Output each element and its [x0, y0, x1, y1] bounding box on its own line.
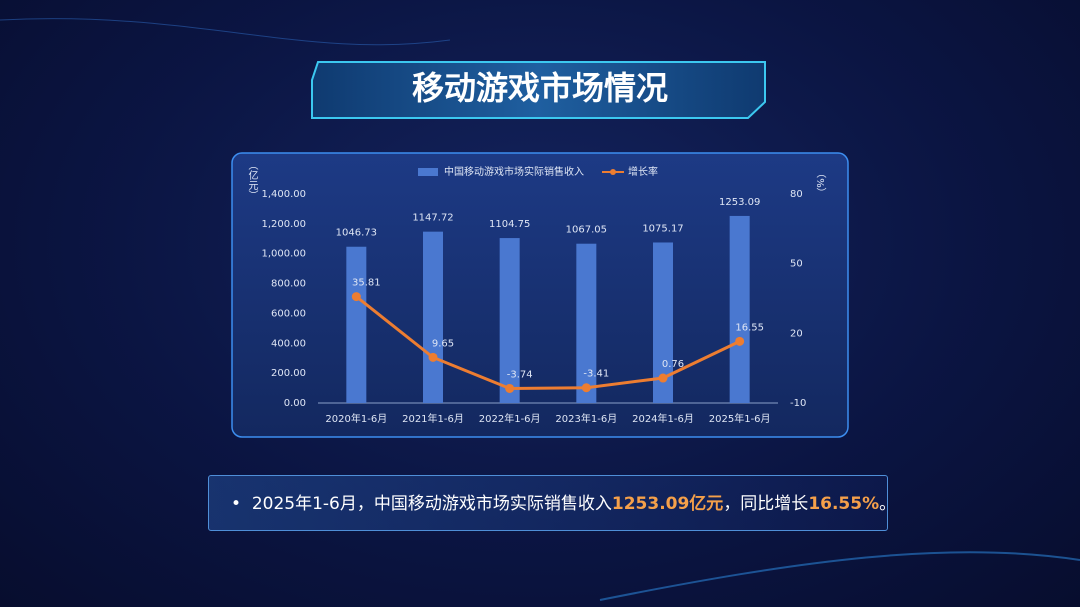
- x-tick-label: 2020年1-6月: [325, 412, 387, 425]
- chart-panel: [231, 152, 849, 438]
- x-tick-label: 2024年1-6月: [632, 412, 694, 425]
- y2-tick-label: -10: [790, 398, 806, 409]
- line-point: [351, 292, 361, 302]
- data-label: 9.65: [432, 338, 454, 349]
- data-label: 0.76: [662, 359, 684, 370]
- data-label: 1104.75: [489, 219, 530, 230]
- y-axis-label: （亿元）: [246, 160, 258, 200]
- bar: [423, 231, 443, 403]
- highlight: 16.55%: [808, 494, 880, 514]
- legend-label: 增长率: [628, 165, 658, 178]
- x-tick-label: 2022年1-6月: [479, 412, 541, 425]
- data-label: 1147.72: [412, 213, 453, 224]
- legend-label: 中国移动游戏市场实际销售收入: [444, 165, 584, 178]
- bullet-text: ，同比增长: [723, 494, 809, 514]
- bullet-box: • 2025年1-6月，中国移动游戏市场实际销售收入1253.09亿元，同比增长…: [208, 475, 896, 531]
- line-point: [735, 336, 745, 346]
- y2-tick-label: 50: [790, 259, 803, 270]
- x-tick-label: 2023年1-6月: [555, 412, 617, 425]
- x-tick-label: 2025年1-6月: [709, 412, 771, 425]
- data-label: 1067.05: [566, 225, 607, 236]
- bar: [346, 246, 367, 403]
- title-banner: [311, 61, 766, 119]
- y2-tick-label: 20: [790, 328, 803, 339]
- y-tick-label: 200.00: [271, 368, 306, 379]
- y2-tick-label: 80: [790, 189, 803, 200]
- x-tick-label: 2021年1-6月: [402, 412, 464, 425]
- y-tick-label: 1,000.00: [261, 249, 306, 260]
- line: [355, 295, 741, 390]
- data-label: -3.41: [583, 369, 609, 380]
- bar: [576, 243, 597, 403]
- bullet-text: 。: [879, 494, 897, 514]
- line-point: [581, 383, 591, 393]
- data-label: 1046.73: [336, 228, 377, 239]
- y2-axis-label: （%）: [814, 168, 826, 198]
- bar: [729, 215, 750, 403]
- y-tick-label: 600.00: [271, 308, 306, 319]
- line-point: [428, 352, 438, 362]
- data-label: 1075.17: [642, 223, 683, 234]
- line-point: [505, 383, 515, 393]
- bar: [499, 238, 520, 403]
- highlight: 1253.09亿元: [611, 494, 724, 514]
- y-tick-label: 400.00: [271, 338, 306, 349]
- y-tick-label: 0.00: [284, 398, 306, 409]
- legend-swatch: [610, 169, 616, 175]
- data-label: 1253.09: [719, 197, 760, 208]
- legend-swatch: [418, 168, 438, 176]
- bar: [653, 242, 673, 403]
- data-label: 16.55: [735, 322, 764, 333]
- decor: [0, 18, 451, 46]
- y-tick-label: 1,400.00: [261, 189, 306, 200]
- y-tick-label: 800.00: [271, 279, 306, 290]
- y-tick-label: 1,200.00: [261, 219, 306, 230]
- slide-title: 移动游戏市场情况: [412, 69, 668, 107]
- data-label: 35.81: [352, 278, 381, 289]
- line-point: [658, 373, 668, 383]
- bullet-text: 2025年1-6月，中国移动游戏市场实际销售收入: [251, 494, 612, 514]
- decor: [599, 551, 1080, 601]
- data-label: -3.74: [507, 369, 533, 380]
